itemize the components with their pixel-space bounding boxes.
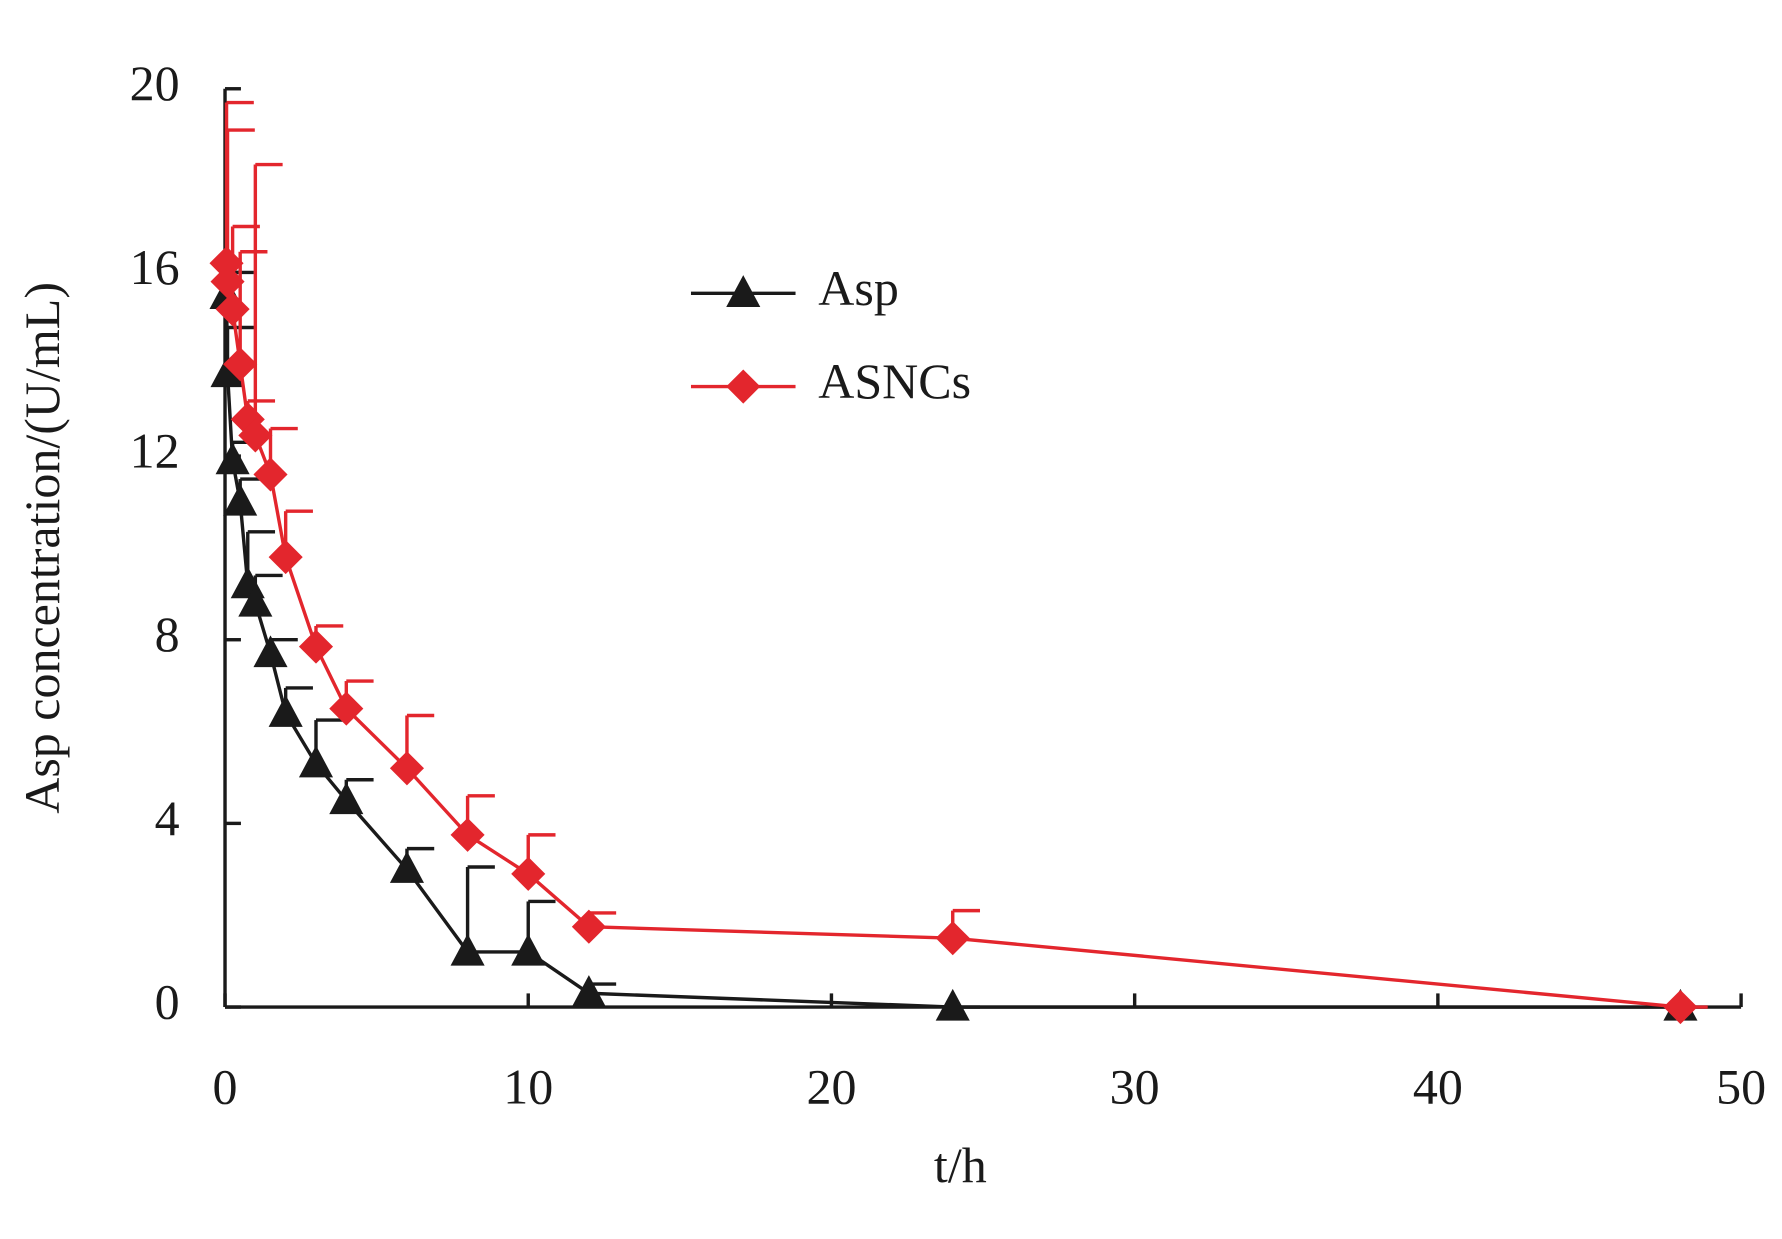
x-tick-label: 20 — [806, 1059, 856, 1115]
data-point — [298, 629, 334, 664]
data-point — [268, 695, 303, 727]
x-axis-label: t/h — [934, 1137, 987, 1193]
x-tick-label: 30 — [1110, 1059, 1160, 1115]
y-tick-label: 0 — [155, 974, 180, 1030]
data-point — [450, 933, 485, 966]
data-point — [268, 540, 303, 575]
error-bar — [224, 100, 254, 264]
y-tick-label: 12 — [130, 423, 180, 479]
y-tick-label: 20 — [130, 55, 180, 111]
data-point — [511, 856, 546, 891]
data-point — [210, 355, 245, 388]
data-point — [253, 457, 288, 492]
legend-label: ASNCs — [818, 353, 971, 409]
legend-label: Asp — [818, 260, 899, 316]
y-tick-label: 8 — [155, 606, 180, 662]
y-axis-label: Asp concentration/(U/mL) — [14, 282, 70, 814]
x-tick-label: 10 — [503, 1059, 553, 1115]
data-point — [1663, 989, 1698, 1025]
x-tick-label: 0 — [213, 1059, 238, 1115]
legend-marker — [726, 369, 761, 404]
data-point — [389, 851, 424, 883]
data-point — [935, 988, 970, 1021]
data-point — [571, 975, 606, 1007]
data-point — [215, 292, 250, 327]
series-line — [224, 295, 1681, 1009]
data-point — [223, 483, 258, 516]
data-point — [253, 635, 288, 668]
data-point — [511, 933, 546, 966]
data-point — [298, 745, 334, 778]
data-point — [329, 782, 364, 815]
y-tick-label: 4 — [155, 790, 180, 846]
error-bar — [253, 162, 283, 436]
x-tick-label: 40 — [1413, 1059, 1463, 1115]
x-tick-label: 50 — [1716, 1059, 1766, 1115]
error-bar — [465, 865, 495, 952]
legend-marker — [726, 275, 761, 307]
data-point — [935, 921, 970, 956]
data-point — [238, 584, 273, 617]
data-point — [329, 691, 364, 726]
data-point — [215, 442, 250, 475]
series-line — [224, 263, 1681, 1009]
data-point — [571, 909, 606, 944]
y-tick-label: 16 — [130, 239, 180, 295]
